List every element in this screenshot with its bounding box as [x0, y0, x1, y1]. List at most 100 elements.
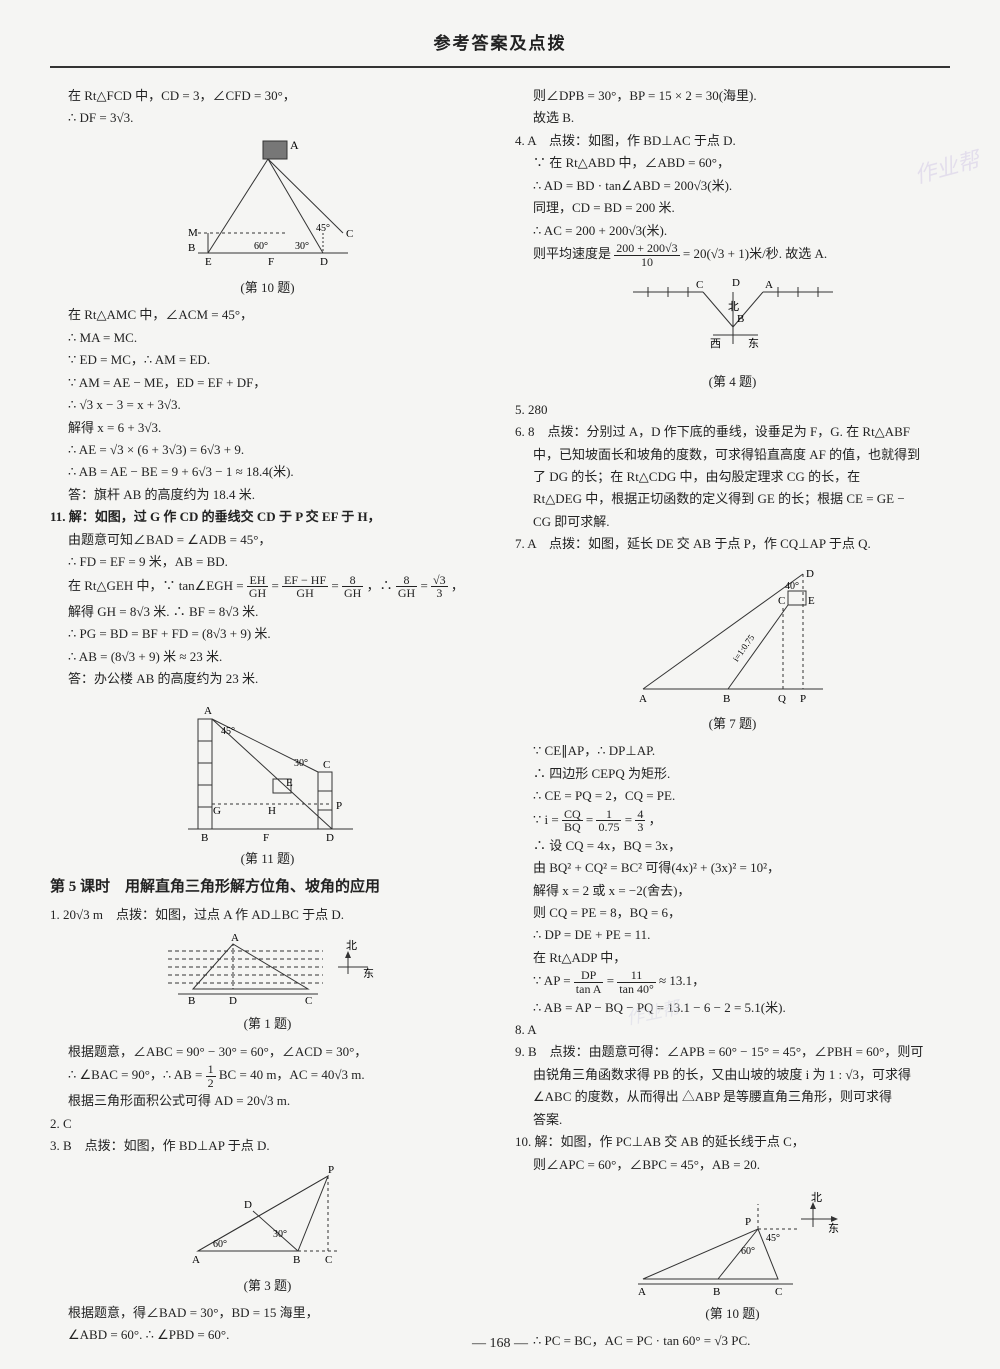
svg-text:C: C — [323, 759, 330, 771]
svg-text:A: A — [231, 932, 239, 944]
svg-text:东: 东 — [828, 1222, 839, 1235]
text-line: 2. C — [50, 1113, 485, 1134]
text-line: ∴ DF = 3√3. — [50, 107, 485, 128]
figure-1-caption: (第 1 题) — [50, 1013, 485, 1034]
text-line: ∴ AD = BD · tan∠ABD = 200√3(米). — [515, 175, 950, 196]
text-line: 根据题意，得∠BAD = 30°，BD = 15 海里， — [50, 1302, 485, 1323]
svg-text:M: M — [188, 227, 198, 239]
svg-text:D: D — [320, 256, 328, 268]
svg-text:P: P — [800, 693, 806, 705]
figure-10-caption: (第 10 题) — [50, 277, 485, 298]
text-line: 6. 8 点拨：分别过 A，D 作下底的垂线，设垂足为 F，G. 在 Rt△AB… — [515, 421, 950, 442]
text-line: ∵ ED = MC，∴ AM = ED. — [50, 349, 485, 370]
svg-text:F: F — [263, 832, 269, 844]
figure-3: P D A B C 60° 30° — [50, 1161, 485, 1271]
text-line: ∵ CE∥AP，∴ DP⊥AP. — [515, 740, 950, 761]
figure-7-caption: (第 7 题) — [515, 713, 950, 734]
svg-text:P: P — [328, 1164, 334, 1176]
text-line: 则∠DPB = 30°，BP = 15 × 2 = 30(海里). — [515, 85, 950, 106]
text-line: 8. A — [515, 1019, 950, 1040]
svg-text:30°: 30° — [294, 758, 308, 769]
text-line: ∴ MA = MC. — [50, 327, 485, 348]
svg-text:北: 北 — [728, 300, 739, 313]
left-column: 在 Rt△FCD 中，CD = 3，∠CFD = 30°， ∴ DF = 3√3… — [50, 84, 485, 1353]
svg-text:D: D — [244, 1199, 252, 1211]
text-line: ∴ PG = BD = BF + FD = (8√3 + 9) 米. — [50, 623, 485, 644]
text-line: ∴ CE = PQ = 2，CQ = PE. — [515, 785, 950, 806]
text-line: ∴ FD = EF = 9 米，AB = BD. — [50, 551, 485, 572]
page-header: 参考答案及点拨 — [50, 30, 950, 68]
svg-text:45°: 45° — [316, 223, 330, 234]
text-line: 1. 20√3 m 点拨：如图，过点 A 作 AD⊥BC 于点 D. — [50, 904, 485, 925]
text-line: 由 BQ² + CQ² = BC² 可得(4x)² + (3x)² = 10²， — [515, 857, 950, 878]
svg-text:60°: 60° — [213, 1239, 227, 1250]
text-line: ∠ABC 的度数，从而得出 △ABP 是等腰直角三角形，则可求得 — [515, 1086, 950, 1107]
figure-7: D 40° C E i=1:0.75 A B Q P — [515, 559, 950, 709]
figure-1: A B D C 北 东 — [50, 929, 485, 1009]
figure-10b-caption: (第 10 题) — [515, 1303, 950, 1324]
text-line: 在 Rt△AMC 中，∠ACM = 45°， — [50, 304, 485, 325]
text-line: 7. A 点拨：如图，延长 DE 交 AB 于点 P，作 CQ⊥AP 于点 Q. — [515, 533, 950, 554]
figure-11: A 45° C 30° E G H P B F D — [50, 694, 485, 844]
svg-text:A: A — [638, 1286, 646, 1298]
text-line: 4. A 点拨：如图，作 BD⊥AC 于点 D. — [515, 130, 950, 151]
text-line: 9. B 点拨：由题意可得：∠APB = 60° − 15° = 45°，∠PB… — [515, 1041, 950, 1062]
right-column: 则∠DPB = 30°，BP = 15 × 2 = 30(海里). 故选 B. … — [515, 84, 950, 1353]
svg-text:E: E — [808, 595, 815, 607]
svg-text:西: 西 — [710, 338, 721, 350]
figure-11-caption: (第 11 题) — [50, 848, 485, 869]
svg-text:D: D — [326, 832, 334, 844]
svg-text:P: P — [336, 800, 342, 812]
text-line: 根据三角形面积公式可得 AD = 20√3 m. — [50, 1090, 485, 1111]
text-line: ∴ √3 x − 3 = x + 3√3. — [50, 394, 485, 415]
text-line: 5. 280 — [515, 399, 950, 420]
text-line: 3. B 点拨：如图，作 BD⊥AP 于点 D. — [50, 1135, 485, 1156]
figure-4-caption: (第 4 题) — [515, 371, 950, 392]
text-line: 在 Rt△ADP 中， — [515, 947, 950, 968]
text-line: ∴ AB = (8√3 + 9) 米 ≈ 23 米. — [50, 646, 485, 667]
text-line: 中，已知坡面长和坡角的度数，可求得铅直高度 AF 的值，也就得到 — [515, 444, 950, 465]
text-line: ∴ DP = DE + PE = 11. — [515, 924, 950, 945]
svg-text:D: D — [732, 277, 740, 289]
text-line: ∴ 设 CQ = 4x，BQ = 3x， — [515, 835, 950, 856]
text-line: ∵ AP = DPtan A = 11tan 40° ≈ 13.1， — [515, 969, 950, 995]
svg-text:P: P — [745, 1216, 751, 1228]
text-line: 则∠APC = 60°，∠BPC = 45°，AB = 20. — [515, 1154, 950, 1175]
svg-text:B: B — [713, 1286, 720, 1298]
svg-text:B: B — [737, 313, 744, 325]
text-line: CG 即可求解. — [515, 511, 950, 532]
svg-text:45°: 45° — [221, 726, 235, 737]
text-line: 了 DG 的长；在 Rt△CDG 中，由勾股定理求 CG 的长，在 — [515, 466, 950, 487]
svg-text:东: 东 — [748, 337, 759, 350]
text-line: ∵ AM = AE − ME，ED = EF + DF， — [50, 372, 485, 393]
text-line: ∵ i = CQBQ = 10.75 = 43 ， — [515, 808, 950, 834]
svg-text:C: C — [775, 1286, 782, 1298]
svg-text:i=1:0.75: i=1:0.75 — [730, 632, 756, 663]
text-line: 由锐角三角函数求得 PB 的长，又由山坡的坡度 i 为 1 : √3，可求得 — [515, 1064, 950, 1085]
text-line: ∴ ∠BAC = 90°，∴ AB = 12 BC = 40 m，AC = 40… — [50, 1063, 485, 1089]
svg-text:北: 北 — [346, 939, 357, 952]
text-line: 根据题意，∠ABC = 90° − 30° = 60°，∠ACD = 30°， — [50, 1041, 485, 1062]
svg-text:H: H — [268, 805, 276, 817]
svg-text:C: C — [325, 1254, 332, 1266]
svg-text:B: B — [723, 693, 730, 705]
text-line: ∴ AB = AP − BQ − PQ = 13.1 − 6 − 2 = 5.1… — [515, 997, 950, 1018]
svg-text:Q: Q — [778, 693, 786, 705]
text-line: 同理，CD = BD = 200 米. — [515, 197, 950, 218]
text-line: ∴ 四边形 CEPQ 为矩形. — [515, 763, 950, 784]
svg-text:D: D — [229, 995, 237, 1007]
text-line: Rt△DEG 中，根据正切函数的定义得到 GE 的长；根据 CE = GE − — [515, 488, 950, 509]
svg-text:30°: 30° — [295, 241, 309, 252]
text-line: 答：旗杆 AB 的高度约为 18.4 米. — [50, 484, 485, 505]
svg-text:60°: 60° — [254, 241, 268, 252]
svg-text:A: A — [204, 705, 212, 717]
text-line: 在 Rt△FCD 中，CD = 3，∠CFD = 30°， — [50, 85, 485, 106]
text-line: 解得 x = 6 + 3√3. — [50, 417, 485, 438]
text-line: ∵ 在 Rt△ABD 中，∠ABD = 60°， — [515, 152, 950, 173]
text-line: ∴ AC = 200 + 200√3(米). — [515, 220, 950, 241]
svg-text:60°: 60° — [741, 1246, 755, 1257]
text-line: 故选 B. — [515, 107, 950, 128]
text-line: 解得 x = 2 或 x = −2(舍去)， — [515, 880, 950, 901]
svg-text:B: B — [188, 995, 195, 1007]
svg-text:C: C — [305, 995, 312, 1007]
